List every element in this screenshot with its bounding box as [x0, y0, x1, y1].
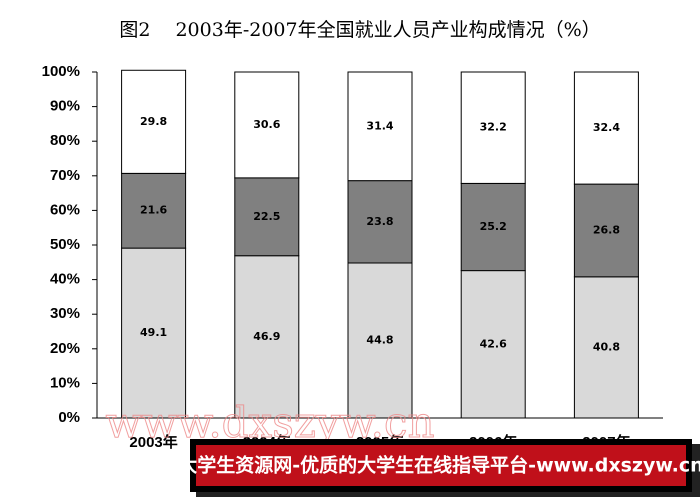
value-label: 31.4 [366, 119, 393, 132]
value-label: 25.2 [480, 220, 507, 233]
bar-segment [121, 172, 187, 249]
value-label: 21.6 [140, 204, 167, 217]
bar-segment [460, 270, 526, 419]
value-label: 26.8 [593, 223, 620, 236]
plot: 0% 10% 20% 30% 40% 50% 60% 70% 80% 90% 100% 49.1 21.… [42, 63, 639, 451]
banner-background [196, 445, 686, 486]
y-tick-label: 70% [50, 167, 80, 184]
value-label: 29.8 [140, 115, 167, 128]
bar-segment [573, 183, 639, 278]
value-label: 30.6 [253, 118, 280, 131]
bar-segment [347, 262, 413, 419]
bar-segment [234, 177, 300, 257]
bar-segment [121, 247, 187, 419]
value-label: 42.6 [480, 337, 507, 350]
bar-segment [460, 182, 526, 272]
banner-text: 大学生资源网-优质的大学生在线指导平台-www.dxszyw.cn [178, 454, 700, 477]
value-label: 44.8 [366, 333, 393, 346]
y-tick-label: 60% [50, 201, 80, 218]
y-tick-label: 40% [50, 271, 80, 288]
bar-segment [121, 69, 187, 174]
bar-segment [573, 71, 639, 185]
y-tick-label: 30% [50, 305, 80, 322]
bar-segment [347, 180, 413, 264]
bar-segment [460, 71, 526, 184]
y-tick-label: 10% [50, 374, 80, 391]
x-tick-label: 2003年 [129, 433, 177, 451]
value-label: 49.1 [140, 326, 167, 339]
y-tick-label: 50% [50, 236, 80, 253]
y-tick-label: 100% [42, 63, 80, 80]
value-label: 22.5 [253, 210, 280, 223]
bar-segment [347, 71, 413, 182]
value-label: 46.9 [253, 330, 280, 343]
y-tick-label: 20% [50, 340, 80, 357]
value-label: 32.2 [480, 121, 507, 134]
y-tick-label: 0% [58, 409, 80, 426]
value-label: 40.8 [593, 340, 620, 353]
bar-segment [234, 71, 300, 179]
bar-segment [573, 276, 639, 419]
bar-segment [234, 255, 300, 419]
chart-title: 图2 2003年-2007年全国就业人员产业构成情况（%） [119, 19, 600, 41]
y-tick-label: 80% [50, 132, 80, 149]
value-label: 23.8 [366, 215, 393, 228]
y-tick-label: 90% [50, 98, 80, 115]
value-label: 32.4 [593, 121, 620, 134]
